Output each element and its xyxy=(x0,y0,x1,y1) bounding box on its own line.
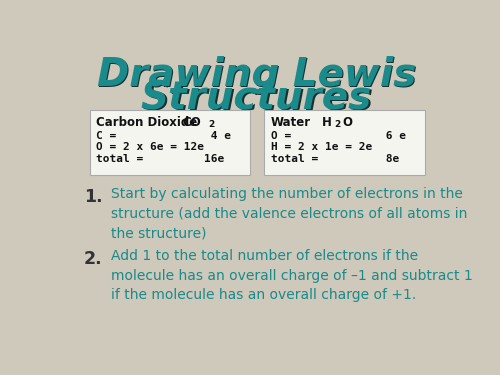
Text: Drawing Lewis: Drawing Lewis xyxy=(96,56,416,94)
Text: C =              4 e: C = 4 e xyxy=(96,131,231,141)
Text: Structures: Structures xyxy=(140,80,372,117)
FancyBboxPatch shape xyxy=(90,110,250,175)
Text: Add 1 to the total number of electrons if the
molecule has an overall charge of : Add 1 to the total number of electrons i… xyxy=(111,249,472,302)
Text: H: H xyxy=(322,116,332,129)
Text: Start by calculating the number of electrons in the
structure (add the valence e: Start by calculating the number of elect… xyxy=(111,188,468,240)
Text: Carbon Dioxide: Carbon Dioxide xyxy=(96,116,198,129)
Text: H = 2 x 1e = 2e: H = 2 x 1e = 2e xyxy=(270,142,372,152)
Text: O: O xyxy=(342,116,352,129)
Text: total =          8e: total = 8e xyxy=(270,154,399,164)
Text: Drawing Lewis: Drawing Lewis xyxy=(98,57,418,96)
Text: Structures: Structures xyxy=(142,81,374,118)
Text: 2.: 2. xyxy=(84,250,102,268)
Text: total =         16e: total = 16e xyxy=(96,154,224,164)
Text: O =              6 e: O = 6 e xyxy=(270,131,406,141)
Text: Water: Water xyxy=(270,116,310,129)
Text: CO: CO xyxy=(182,116,202,129)
Text: 2: 2 xyxy=(334,120,341,129)
FancyBboxPatch shape xyxy=(264,110,425,175)
Text: 2: 2 xyxy=(208,120,214,129)
Text: 1.: 1. xyxy=(84,188,102,206)
Text: O = 2 x 6e = 12e: O = 2 x 6e = 12e xyxy=(96,142,204,152)
